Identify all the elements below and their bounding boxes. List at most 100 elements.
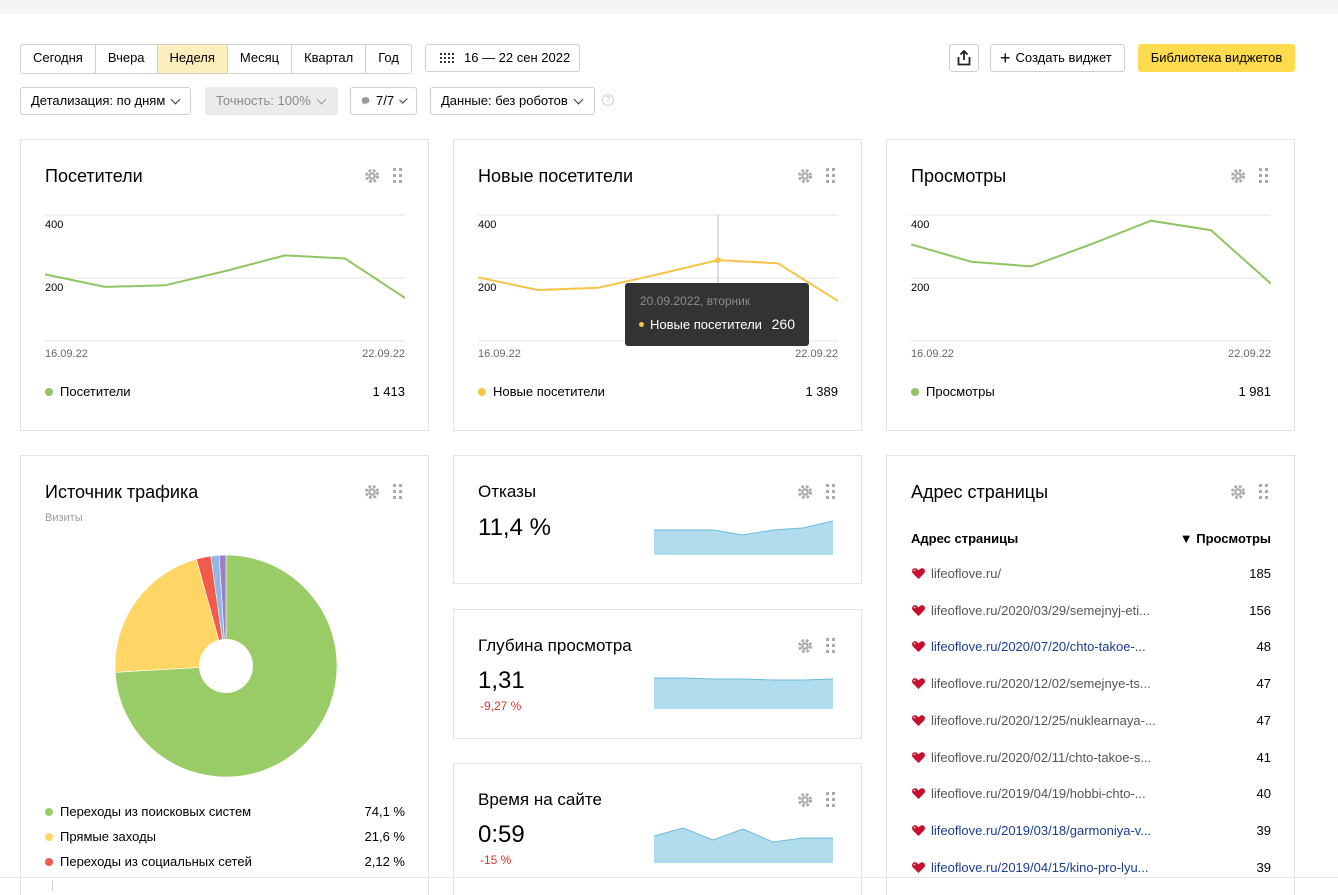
- page-views-value: 41: [1256, 749, 1271, 765]
- chart-tooltip: 20.09.2022, вторник Новые посетители 260: [625, 283, 809, 346]
- plus-icon: +: [1000, 48, 1011, 68]
- period-year-button[interactable]: Год: [366, 45, 411, 73]
- chevron-down-icon: [399, 94, 408, 104]
- table-row[interactable]: lifeoflove.ru/2020/02/11/chto-takoe-s...…: [911, 750, 1271, 765]
- drag-handle-icon[interactable]: [1259, 484, 1269, 500]
- create-widget-button[interactable]: + Создать виджет: [990, 44, 1125, 72]
- gear-icon[interactable]: [363, 483, 381, 501]
- line-chart[interactable]: [911, 212, 1271, 362]
- drag-handle-icon[interactable]: [826, 484, 836, 500]
- table-row[interactable]: lifeoflove.ru/2020/12/02/semejnye-ts... 4…: [911, 676, 1271, 691]
- gear-icon[interactable]: [1229, 167, 1247, 185]
- traffic-source-widget: Источник трафика Визиты Переходы из поис…: [20, 455, 429, 895]
- pie-slice: [218, 555, 227, 667]
- legend-dot: [45, 857, 53, 866]
- period-selector: Сегодня Вчера Неделя Месяц Квартал Год: [20, 44, 412, 74]
- table-row[interactable]: lifeoflove.ru/2020/07/20/chto-takoe-... 4…: [911, 639, 1271, 654]
- page-url-link[interactable]: lifeoflove.ru/2020/07/20/chto-takoe-...: [931, 639, 1146, 655]
- page-depth-widget: Глубина просмотра 1,31 -9,27 %: [453, 609, 862, 739]
- y-tick-label: 400: [911, 219, 930, 231]
- x-end-label: 22.09.22: [362, 348, 405, 360]
- gear-icon[interactable]: [1229, 483, 1247, 501]
- widget-title: Источник трафика: [45, 482, 199, 502]
- table-row[interactable]: lifeoflove.ru/2019/03/18/garmoniya-v... 3…: [911, 823, 1271, 838]
- tooltip-row: Новые посетители 260: [639, 316, 795, 332]
- detail-dropdown[interactable]: Детализация: по дням: [20, 87, 191, 115]
- footer-divider: [0, 877, 1338, 878]
- table-row[interactable]: lifeoflove.ru/2019/04/19/hobbi-chto-... 4…: [911, 786, 1271, 801]
- share-icon: [957, 50, 971, 66]
- date-range-button[interactable]: 16 — 22 сен 2022: [425, 44, 580, 72]
- segments-dropdown-label: 7/7: [376, 93, 395, 108]
- gear-icon[interactable]: [796, 637, 814, 655]
- table-row[interactable]: lifeoflove.ru/185: [911, 566, 1271, 581]
- heart-favicon-icon: [912, 641, 925, 653]
- traffic-donut-chart[interactable]: [115, 555, 337, 777]
- chart-legend: Просмотры 1 981: [911, 384, 1271, 399]
- page-url-link[interactable]: lifeoflove.ru/2019/04/15/kino-pro-lyu...: [931, 859, 1149, 875]
- gear-icon[interactable]: [796, 791, 814, 809]
- drag-handle-icon[interactable]: [826, 638, 836, 654]
- y-tick-label: 400: [478, 219, 497, 231]
- page-views-value: 47: [1256, 712, 1271, 728]
- pageviews-widget: Просмотры 400 200 16.09.22 22.09.22 Прос…: [886, 139, 1295, 431]
- period-month-button[interactable]: Месяц: [227, 45, 293, 73]
- widget-tools: [363, 483, 403, 501]
- widget-library-button[interactable]: Библиотека виджетов: [1138, 44, 1295, 72]
- legend-item[interactable]: Прямые заходы 21,6 %: [45, 824, 405, 849]
- line-chart[interactable]: [45, 212, 405, 362]
- heart-favicon-icon: [912, 604, 925, 616]
- data-filter-dropdown[interactable]: Данные: без роботов: [430, 87, 595, 115]
- widget-title: Новые посетители: [478, 166, 634, 186]
- gear-icon[interactable]: [363, 167, 381, 185]
- metric-delta: -15 %: [480, 853, 512, 867]
- visitors-widget: Посетители 400 200 16.09.22 22.09.22 Пос…: [20, 139, 429, 431]
- sparkline: [653, 827, 833, 863]
- page-url-link[interactable]: lifeoflove.ru/2020/12/02/semejnye-ts...: [931, 676, 1151, 692]
- period-quarter-button[interactable]: Квартал: [292, 45, 367, 73]
- segments-dropdown[interactable]: 7/7: [350, 87, 417, 115]
- gear-icon[interactable]: [796, 167, 814, 185]
- column-header-url[interactable]: Адрес страницы: [911, 531, 1019, 546]
- legend-value: 21,6 %: [364, 829, 405, 844]
- export-button[interactable]: [949, 44, 979, 72]
- widget-tools: [363, 167, 403, 185]
- page-url-link[interactable]: lifeoflove.ru/2020/02/11/chto-takoe-s...: [931, 749, 1152, 765]
- period-yesterday-button[interactable]: Вчера: [95, 45, 158, 73]
- table-row[interactable]: lifeoflove.ru/2019/04/15/kino-pro-lyu...…: [911, 860, 1271, 875]
- time-on-site-widget: Время на сайте 0:59 -15 %: [453, 763, 862, 895]
- series-line: [478, 259, 838, 302]
- page-url-link[interactable]: lifeoflove.ru/2020/12/25/nuklearnaya-...: [931, 712, 1156, 728]
- help-icon[interactable]: ?: [602, 94, 614, 106]
- column-header-views[interactable]: ▼ Просмотры: [1179, 531, 1271, 546]
- table-row[interactable]: lifeoflove.ru/2020/03/29/semejnyj-eti...…: [911, 603, 1271, 618]
- widget-title: Глубина просмотра: [478, 636, 632, 655]
- period-week-button[interactable]: Неделя: [157, 45, 228, 73]
- widget-tools: [796, 791, 836, 809]
- page-url-link[interactable]: lifeoflove.ru/2020/03/29/semejnyj-eti...: [931, 602, 1150, 618]
- drag-handle-icon[interactable]: [826, 792, 836, 808]
- legend-item[interactable]: Переходы из поисковых систем 74,1 %: [45, 799, 405, 824]
- legend-dot: [911, 387, 919, 396]
- tooltip-value: 260: [771, 316, 795, 332]
- legend-item[interactable]: Переходы из социальных сетей 2,12 %: [45, 849, 405, 874]
- drag-handle-icon[interactable]: [826, 168, 836, 184]
- widget-tools: [796, 483, 836, 501]
- page-url-link[interactable]: lifeoflove.ru/2019/03/18/garmoniya-v...: [931, 822, 1152, 838]
- page-url-link[interactable]: lifeoflove.ru/: [931, 566, 1002, 581]
- pie-slice: [115, 558, 227, 673]
- drag-handle-icon[interactable]: [393, 168, 403, 184]
- period-today-button[interactable]: Сегодня: [21, 45, 96, 73]
- table-row[interactable]: lifeoflove.ru/2020/12/25/nuklearnaya-...…: [911, 713, 1271, 728]
- page-url-link[interactable]: lifeoflove.ru/2019/04/19/hobbi-chto-...: [931, 786, 1146, 802]
- drag-handle-icon[interactable]: [1259, 168, 1269, 184]
- gear-icon[interactable]: [796, 483, 814, 501]
- drag-handle-icon[interactable]: [393, 484, 403, 500]
- legend-label: Прямые заходы: [60, 829, 157, 844]
- legend-dot: [45, 807, 53, 816]
- x-end-label: 22.09.22: [795, 348, 838, 360]
- table-header: Адрес страницы ▼ Просмотры: [911, 531, 1271, 546]
- heart-favicon-icon: [912, 788, 925, 800]
- page-views-value: 39: [1256, 822, 1271, 838]
- y-tick-label: 200: [911, 282, 930, 294]
